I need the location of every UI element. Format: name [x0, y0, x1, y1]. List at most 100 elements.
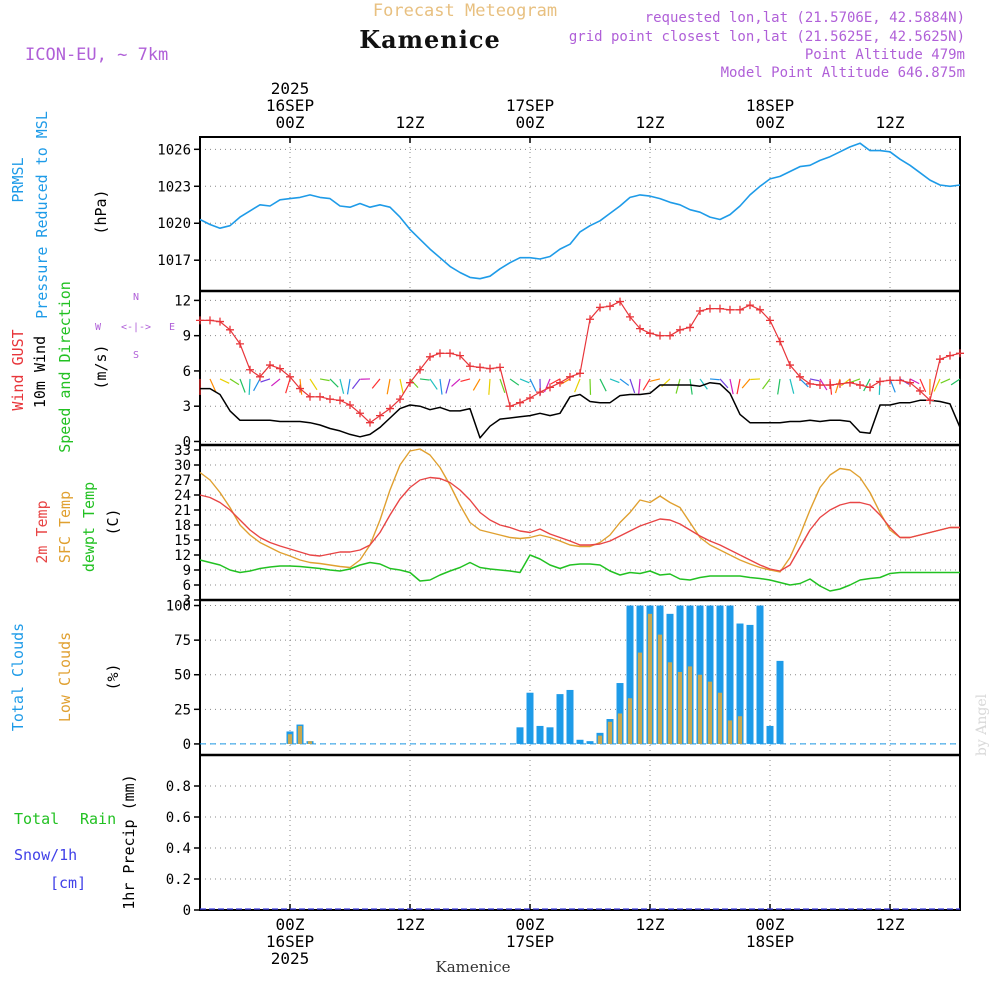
- wind-direction-arrow: [488, 378, 491, 395]
- bar-total-clouds: [726, 605, 734, 744]
- x-tick-label-bottom: 16SEP: [266, 932, 314, 951]
- series-line-wind-gust: [200, 301, 961, 424]
- wind-direction-arrow: [529, 378, 537, 392]
- gust-marker: [716, 304, 724, 313]
- gust-marker: [616, 297, 624, 306]
- compass-s: S: [133, 350, 139, 361]
- panel-frame: [199, 754, 961, 911]
- label-pressure-msl: Pressure Reduced to MSL: [33, 111, 51, 319]
- bar-total-clouds: [546, 727, 554, 744]
- gust-marker: [826, 381, 834, 390]
- label-percent: (%): [104, 663, 122, 690]
- wind-direction-arrow: [789, 378, 795, 394]
- gust-marker: [546, 383, 554, 392]
- y-tick-label: 15: [174, 533, 191, 549]
- gust-marker: [266, 361, 274, 370]
- bar-total-clouds: [746, 624, 754, 744]
- gust-marker: [816, 381, 824, 390]
- label-total: Total: [14, 810, 59, 828]
- bar-low-clouds: [287, 734, 293, 744]
- wind-direction-arrow: [219, 378, 230, 384]
- bar-total-clouds: [706, 605, 714, 744]
- y-tick-label: 12: [174, 548, 191, 564]
- wind-direction-arrow: [209, 378, 217, 392]
- footer-location: Kamenice: [436, 958, 511, 976]
- wind-direction-arrow: [609, 378, 620, 384]
- wind-direction-arrow: [299, 378, 303, 395]
- gust-marker: [926, 396, 934, 405]
- bar-low-clouds: [617, 713, 623, 744]
- wind-direction-arrow: [339, 378, 345, 394]
- bar-low-clouds: [647, 613, 653, 744]
- label-precip-mm: 1hr Precip (mm): [120, 774, 138, 909]
- wind-direction-arrow: [809, 378, 820, 382]
- gust-marker: [296, 384, 304, 393]
- wind-direction-arrow: [399, 378, 404, 395]
- wind-direction-arrow: [736, 378, 741, 395]
- location-title: Kamenice: [359, 25, 501, 54]
- y-tick-label: 1026: [157, 142, 191, 158]
- gust-marker: [766, 316, 774, 325]
- gust-marker: [676, 325, 684, 334]
- y-tick-label: 1020: [157, 216, 191, 232]
- compass-w: W: [95, 322, 102, 333]
- x-tick-label-top: 16SEP: [266, 96, 314, 115]
- label-cm: [cm]: [50, 874, 86, 892]
- wind-direction-arrow: [889, 378, 896, 393]
- wind-direction-arrow: [346, 378, 351, 395]
- gust-marker: [906, 378, 914, 387]
- wind-direction-arrow: [386, 378, 391, 395]
- gust-marker: [516, 398, 524, 407]
- label-2m-temp: 2m Temp: [33, 500, 51, 563]
- y-tick-label: 50: [174, 668, 191, 684]
- wind-direction-arrow: [650, 378, 661, 382]
- gust-marker: [326, 395, 334, 404]
- bar-total-clouds: [716, 605, 724, 744]
- gust-marker: [506, 402, 514, 411]
- y-tick-label: 0: [183, 434, 191, 450]
- bar-total-clouds: [556, 694, 564, 744]
- gust-marker: [636, 324, 644, 333]
- x-tick-label-bottom: 00Z: [756, 915, 785, 934]
- x-tick-label-bottom: 12Z: [636, 915, 665, 934]
- y-tick-label: 0.2: [166, 872, 191, 888]
- gust-marker: [886, 376, 894, 385]
- wind-direction-arrow: [460, 378, 471, 383]
- label-sfc-temp: SFC Temp: [56, 491, 74, 563]
- panel-frame: [199, 599, 961, 756]
- gust-marker: [216, 317, 224, 326]
- y-tick-label: 0: [183, 903, 191, 919]
- label-10m-wind: 10m Wind: [31, 336, 49, 408]
- gust-marker: [536, 388, 544, 397]
- wind-direction-arrow: [777, 378, 781, 395]
- gust-marker: [666, 331, 674, 340]
- gust-marker: [226, 325, 234, 334]
- wind-direction-arrow: [589, 378, 592, 395]
- series-line-sfc-temp: [199, 448, 960, 573]
- gust-marker: [496, 363, 504, 372]
- model-name: ICON-EU, ~ 7km: [25, 45, 168, 65]
- label-hpa: (hPa): [92, 189, 110, 234]
- bar-total-clouds: [536, 725, 544, 744]
- bar-low-clouds: [627, 698, 633, 744]
- gust-marker: [416, 365, 424, 374]
- gust-marker: [706, 304, 714, 313]
- gust-marker: [256, 372, 264, 381]
- wind-direction-arrow: [319, 378, 330, 382]
- gust-marker: [456, 351, 464, 360]
- compass-e: E: [169, 322, 175, 333]
- gust-marker: [756, 305, 764, 314]
- gust-marker: [476, 363, 484, 372]
- gust-marker: [876, 377, 884, 386]
- bar-total-clouds: [576, 739, 584, 744]
- wind-direction-arrow: [229, 378, 240, 386]
- gust-marker: [606, 302, 614, 311]
- wind-direction-arrow: [550, 378, 561, 385]
- bar-low-clouds: [307, 741, 313, 744]
- x-tick-label-bottom: 18SEP: [746, 932, 794, 951]
- gust-marker: [916, 386, 924, 395]
- gust-marker: [446, 349, 454, 358]
- wind-direction-arrow: [619, 378, 630, 386]
- x-tick-label-top: 12Z: [636, 113, 665, 132]
